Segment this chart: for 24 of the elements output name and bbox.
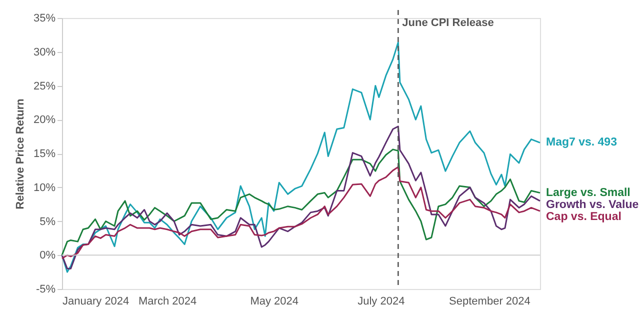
y-tick-label: 0% [40,250,56,262]
line-series [61,126,541,270]
x-tick-label: May 2024 [250,296,299,308]
series-label: Cap vs. Equal [546,211,622,224]
y-axis-title: Relative Price Return [14,98,26,210]
y-tick-label: 5% [40,216,56,228]
y-tick-label: 20% [33,114,56,126]
series-label: Growth vs. Value [546,198,639,211]
y-tick-label: 15% [33,148,56,160]
y-tick-label: 10% [33,182,56,194]
line-series [61,166,541,260]
y-tick-label: 35% [33,12,56,24]
x-tick-label: September 2024 [449,296,530,308]
y-tick-label: 30% [33,46,56,58]
y-tick-label: -5% [36,284,56,296]
line-series [61,148,541,256]
y-tick-label: 25% [33,80,56,92]
x-tick-label: July 2024 [358,296,405,308]
x-tick-label: March 2024 [138,296,197,308]
ref-line-label: June CPI Release [402,17,494,29]
series-label: Mag7 vs. 493 [546,136,617,149]
x-tick-label: January 2024 [62,296,130,308]
line-series [61,42,541,273]
series-label: Large vs. Small [546,186,630,199]
